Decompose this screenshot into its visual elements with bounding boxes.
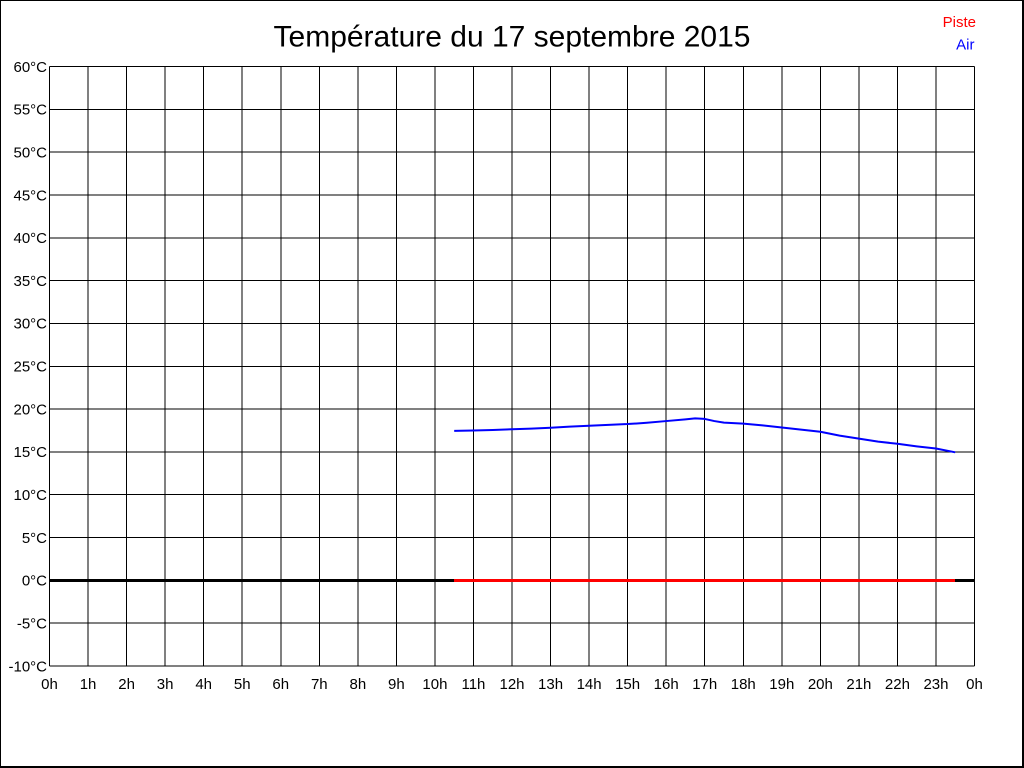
- svg-text:1h: 1h: [80, 676, 97, 693]
- svg-text:11h: 11h: [461, 676, 485, 693]
- svg-text:2h: 2h: [118, 676, 135, 693]
- svg-text:50°C: 50°C: [13, 144, 47, 161]
- svg-text:25°C: 25°C: [13, 359, 47, 376]
- svg-text:13h: 13h: [538, 676, 563, 693]
- svg-text:9h: 9h: [388, 676, 405, 693]
- svg-text:17h: 17h: [692, 676, 717, 693]
- svg-text:12h: 12h: [499, 676, 524, 693]
- svg-text:6h: 6h: [272, 676, 289, 693]
- svg-text:30°C: 30°C: [13, 316, 47, 333]
- svg-text:15h: 15h: [615, 676, 640, 693]
- svg-text:0h: 0h: [41, 676, 58, 693]
- svg-text:60°C: 60°C: [13, 59, 47, 76]
- svg-text:Air: Air: [956, 36, 974, 53]
- svg-text:20h: 20h: [808, 676, 833, 693]
- svg-text:14h: 14h: [577, 676, 602, 693]
- svg-text:18h: 18h: [731, 676, 756, 693]
- svg-text:16h: 16h: [654, 676, 679, 693]
- svg-text:5°C: 5°C: [22, 530, 47, 547]
- svg-text:22h: 22h: [885, 676, 910, 693]
- svg-text:20°C: 20°C: [13, 401, 47, 418]
- svg-text:10h: 10h: [422, 676, 447, 693]
- svg-text:5h: 5h: [234, 676, 251, 693]
- svg-text:55°C: 55°C: [13, 102, 47, 119]
- svg-text:15°C: 15°C: [13, 444, 47, 461]
- svg-text:0°C: 0°C: [22, 573, 47, 590]
- svg-text:Piste: Piste: [943, 14, 976, 31]
- svg-text:0h: 0h: [966, 676, 983, 693]
- svg-text:35°C: 35°C: [13, 273, 47, 290]
- svg-text:10°C: 10°C: [13, 487, 47, 504]
- svg-text:8h: 8h: [349, 676, 366, 693]
- svg-text:Température du 17 septembre 20: Température du 17 septembre 2015: [274, 21, 751, 54]
- svg-text:40°C: 40°C: [13, 230, 47, 247]
- svg-text:23h: 23h: [923, 676, 948, 693]
- svg-text:7h: 7h: [311, 676, 328, 693]
- svg-text:-5°C: -5°C: [17, 615, 47, 632]
- svg-text:3h: 3h: [157, 676, 174, 693]
- svg-text:-10°C: -10°C: [8, 658, 47, 675]
- svg-text:19h: 19h: [769, 676, 794, 693]
- svg-text:45°C: 45°C: [13, 187, 47, 204]
- svg-text:21h: 21h: [846, 676, 871, 693]
- svg-text:4h: 4h: [195, 676, 212, 693]
